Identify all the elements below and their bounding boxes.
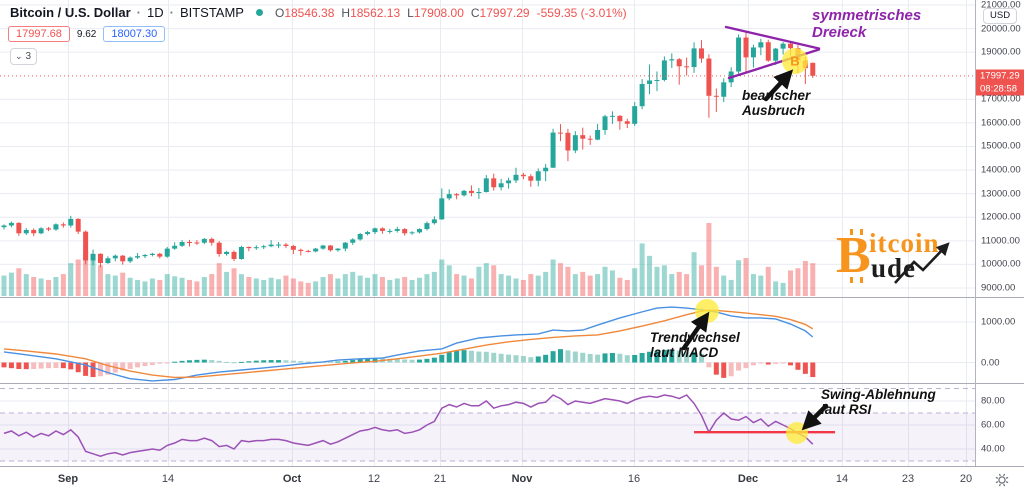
macd-histogram [1,349,816,378]
currency-unit-button[interactable]: USD [983,8,1018,24]
exchange-label: BITSTAMP [179,5,244,20]
market-status-icon [255,9,263,16]
macd-tick-label: 1000.00 [981,316,1016,328]
price-tick-label: 20000.00 [981,23,1021,35]
pane-divider-macd-rsi[interactable] [0,383,1024,384]
rsi-annotation-label[interactable]: Swing-Ablehnung laut RSI [821,387,936,418]
bar-countdown-label: 08:28:58 [976,82,1024,96]
low-value: 17908.00 [413,5,464,20]
indicators-collapse-button[interactable]: ⌄ 3 [10,48,38,65]
time-scale[interactable]: Sep 14 Oct 12 21 Nov 16 Dec 14 23 20 [0,466,1024,495]
open-value: 18546.38 [284,5,335,20]
time-tick-label: 20 [959,473,973,485]
symbol-title[interactable]: Bitcoin / U.S. Dollar [10,5,131,20]
volume-bars [1,223,816,296]
sell-price-button[interactable]: 17997.68 [8,26,70,42]
black-arrow-icon [763,69,794,102]
time-tick-label: 14 [835,473,849,485]
change-value: -559.35 (-3.01%) [536,5,627,20]
price-tick-label: 16000.00 [981,117,1021,129]
time-tick-label: Dec [737,473,759,485]
time-tick-label: 16 [627,473,641,485]
candles [1,30,816,268]
time-tick-label: Sep [57,473,79,485]
macd-annotation-label[interactable]: Trendwechsel laut MACD [650,330,740,361]
macd-signal-line [3,309,814,379]
price-tick-label: 14000.00 [981,164,1021,176]
close-value: 17997.29 [479,5,530,20]
ohlc-readout: O18546.38 H18562.13 L17908.00 C17997.29 … [274,5,627,20]
time-tick-label: 12 [367,473,381,485]
macd-tick-label: 0.00 [981,357,1000,368]
price-tick-label: 15000.00 [981,140,1021,152]
bitcoin-b-icon: B [836,227,871,284]
price-tick-label: 19000.00 [981,46,1021,58]
indicator-count: 3 [25,50,32,62]
black-arrow-icon [681,311,710,351]
time-tick-label: 14 [161,473,175,485]
chart-plot-area[interactable]: B [0,0,975,466]
black-arrow-icon [801,403,829,431]
price-tick-label: 21000.00 [981,0,1021,11]
spread-value: 9.62 [76,28,97,40]
price-tick-label: 10000.00 [981,258,1021,270]
last-price-label: 17997.29 [976,69,1024,83]
gear-icon[interactable] [994,472,1010,488]
rsi-line [3,394,814,457]
chevron-down-icon: ⌄ [15,50,23,61]
price-tick-label: 11000.00 [981,235,1020,247]
rsi-tick-label: 80.00 [981,395,1005,407]
high-value: 18562.13 [350,5,401,20]
separator-dot: · [136,5,141,20]
price-scale-border [975,0,976,495]
buy-price-button[interactable]: 18007.30 [103,26,166,42]
logo-trend-arrow-icon [894,242,950,284]
time-tick-label: Nov [511,473,533,485]
time-tick-label: 21 [433,473,447,485]
time-tick-label: 23 [901,473,915,485]
rsi-tick-label: 40.00 [981,443,1005,455]
price-tick-label: 9000.00 [981,282,1016,294]
time-tick-label: Oct [282,473,302,485]
breakout-annotation-label[interactable]: bearischer Ausbruch [742,88,811,119]
bitcoin-icon: B [790,54,799,69]
price-tick-label: 13000.00 [981,188,1021,200]
price-scale[interactable]: USD 17997.29 08:28:58 21000.00 20000.00 19… [976,0,1024,466]
separator-dot: · [169,5,174,20]
price-tick-label: 17000.00 [981,93,1021,105]
symbol-header[interactable]: Bitcoin / U.S. Dollar · 1D · BITSTAMP O1… [10,5,627,20]
rsi-tick-label: 60.00 [981,419,1005,431]
annotation-arrows [681,69,829,431]
triangle-annotation-label[interactable]: symmetrisches Dreieck [812,7,922,41]
price-tick-label: 12000.00 [981,211,1021,223]
quote-buttons: 17997.68 9.62 18007.30 [8,26,166,42]
interval-label[interactable]: 1D [146,5,164,20]
bitcoin-bude-logo: B itcoin ude [836,228,968,294]
logo-word-itcoin: itcoin [869,228,940,258]
pane-divider-price-macd[interactable] [0,297,1024,298]
